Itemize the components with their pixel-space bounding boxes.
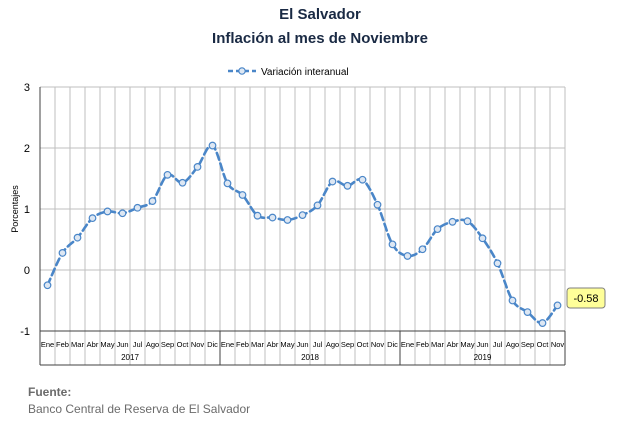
data-point xyxy=(208,141,217,150)
x-tick-label: Ene xyxy=(401,340,414,349)
gridlines xyxy=(39,86,566,365)
x-tick-label: Oct xyxy=(357,340,370,349)
data-point xyxy=(478,234,487,243)
data-point xyxy=(388,240,397,249)
x-tick-label: Ene xyxy=(41,340,54,349)
y-tick-label: 0 xyxy=(24,265,30,277)
x-tick-label: Feb xyxy=(56,340,69,349)
data-point xyxy=(328,177,337,186)
legend-label: Variación interanual xyxy=(261,67,349,78)
x-tick-label: Dic xyxy=(387,340,398,349)
x-tick-label: Ago xyxy=(326,340,339,349)
data-point xyxy=(538,319,547,327)
x-tick-label: May xyxy=(100,340,114,349)
year-label: 2018 xyxy=(301,353,319,362)
x-tick-label: Jul xyxy=(313,340,323,349)
data-point xyxy=(553,301,562,310)
last-value-callout: -0.58 xyxy=(566,287,606,309)
data-point xyxy=(358,175,367,184)
x-tick-label: Dic xyxy=(207,340,218,349)
callout-value: -0.58 xyxy=(573,293,598,305)
x-tick-label: May xyxy=(280,340,294,349)
x-tick-label: Sep xyxy=(521,340,534,349)
legend: Variación interanual xyxy=(228,67,349,78)
x-tick-label: Oct xyxy=(537,340,550,349)
data-point xyxy=(418,245,427,254)
source-text: Banco Central de Reserva de El Salvador xyxy=(28,402,251,416)
y-tick-label: 3 xyxy=(24,82,30,94)
x-tick-label: Sep xyxy=(341,340,354,349)
data-point xyxy=(163,170,172,179)
chart-title: El Salvador xyxy=(279,6,361,23)
data-point xyxy=(193,163,202,171)
x-tick-label: Feb xyxy=(416,340,429,349)
data-point xyxy=(223,179,232,188)
data-point xyxy=(523,308,532,316)
data-point xyxy=(178,178,187,187)
x-tick-label: Abr xyxy=(267,340,279,349)
legend-marker xyxy=(238,67,246,75)
data-point xyxy=(253,211,262,220)
y-tick-label: 2 xyxy=(24,143,30,155)
data-point xyxy=(88,214,97,223)
x-tick-label: Jun xyxy=(116,340,128,349)
data-point xyxy=(118,209,127,218)
data-point xyxy=(508,296,517,305)
data-point xyxy=(313,201,322,210)
year-label: 2017 xyxy=(121,353,139,362)
data-point xyxy=(373,200,382,209)
data-point xyxy=(58,249,67,257)
chart-subtitle: Inflación al mes de Noviembre xyxy=(212,30,428,47)
x-tick-label: Nov xyxy=(551,340,565,349)
y-tick-label: 1 xyxy=(24,204,30,216)
data-point xyxy=(43,281,52,290)
data-point xyxy=(238,191,247,199)
x-tick-label: Abr xyxy=(447,340,459,349)
x-tick-label: Nov xyxy=(371,340,385,349)
x-tick-label: Mar xyxy=(431,340,444,349)
x-tick-label: Nov xyxy=(191,340,205,349)
data-point xyxy=(283,216,292,224)
data-point xyxy=(493,259,502,268)
series-layer xyxy=(43,141,562,327)
data-point xyxy=(148,197,157,205)
callout-box xyxy=(566,287,606,309)
data-point xyxy=(463,217,472,226)
x-tick-label: Oct xyxy=(177,340,190,349)
x-tick-label: Feb xyxy=(236,340,249,349)
data-point xyxy=(73,233,82,242)
data-point xyxy=(298,211,307,220)
x-tick-label: Jul xyxy=(493,340,503,349)
x-tick-label: Mar xyxy=(251,340,264,349)
data-point xyxy=(343,181,352,190)
x-tick-label: Mar xyxy=(71,340,84,349)
series-line xyxy=(46,144,559,325)
year-label: 2019 xyxy=(474,353,492,362)
data-point xyxy=(103,207,112,216)
data-point xyxy=(433,225,442,234)
y-axis-title: Porcentajes xyxy=(10,185,20,233)
x-tick-label: Abr xyxy=(87,340,99,349)
x-tick-label: Jun xyxy=(476,340,488,349)
x-tick-label: May xyxy=(460,340,474,349)
data-point xyxy=(133,203,142,212)
x-tick-label: Ene xyxy=(221,340,234,349)
x-tick-label: Ago xyxy=(506,340,519,349)
x-tick-label: Jun xyxy=(296,340,308,349)
data-point xyxy=(448,217,457,226)
source-label: Fuente: xyxy=(28,385,72,399)
x-tick-label: Ago xyxy=(146,340,159,349)
data-point xyxy=(403,252,412,260)
y-tick-label: -1 xyxy=(20,326,30,338)
x-tick-label: Sep xyxy=(161,340,174,349)
x-tick-label: Jul xyxy=(133,340,143,349)
data-point xyxy=(268,213,277,222)
